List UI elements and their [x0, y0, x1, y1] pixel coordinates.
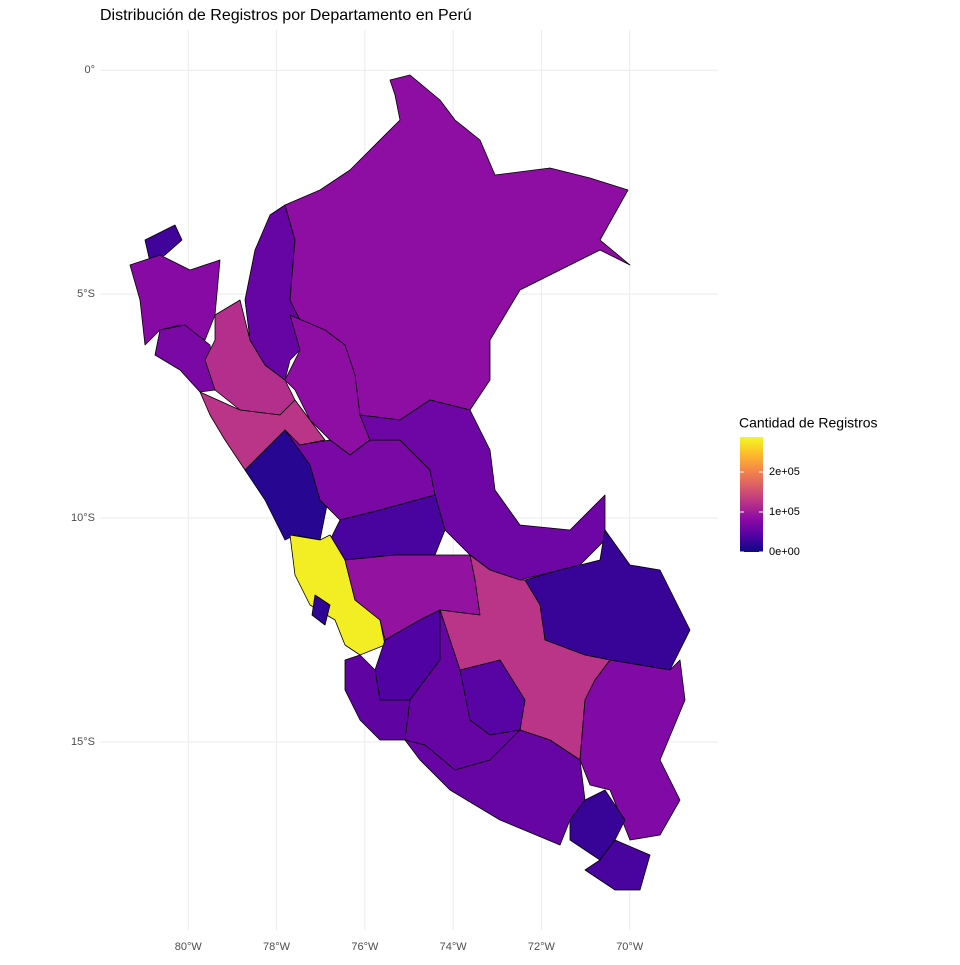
- x-tick-label: 78°W: [263, 941, 291, 953]
- colorbar: [740, 437, 763, 552]
- y-tick-label: 15°S: [71, 736, 95, 748]
- colorbar-label: 1e+05: [769, 506, 800, 518]
- department: [579, 659, 686, 841]
- colorbar-label: 2e+05: [769, 466, 800, 478]
- department: [584, 839, 651, 891]
- legend-title: Cantidad de Registros: [739, 415, 878, 431]
- x-tick-label: 76°W: [351, 941, 379, 953]
- y-tick-label: 5°S: [77, 288, 95, 300]
- x-tick-label: 74°W: [440, 941, 468, 953]
- x-tick-label: 72°W: [528, 941, 556, 953]
- department: [284, 74, 631, 421]
- y-tick-label: 0°: [84, 64, 95, 76]
- map-title: Distribución de Registros por Departamen…: [100, 7, 472, 24]
- colorbar-label: 0e+00: [769, 546, 800, 558]
- x-tick-label: 80°W: [175, 941, 203, 953]
- y-tick-label: 10°S: [71, 512, 95, 524]
- department: [311, 594, 331, 626]
- department: [404, 729, 586, 846]
- department: [129, 254, 221, 346]
- x-tick-label: 70°W: [616, 941, 644, 953]
- department: [154, 324, 216, 393]
